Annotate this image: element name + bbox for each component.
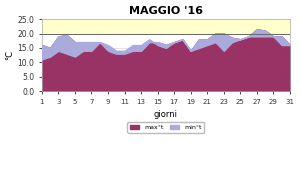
- Legend: max°t, min°t: max°t, min°t: [128, 122, 204, 133]
- X-axis label: giorni: giorni: [154, 110, 178, 119]
- Y-axis label: °C: °C: [6, 50, 15, 60]
- Title: MAGGIO '16: MAGGIO '16: [129, 6, 203, 16]
